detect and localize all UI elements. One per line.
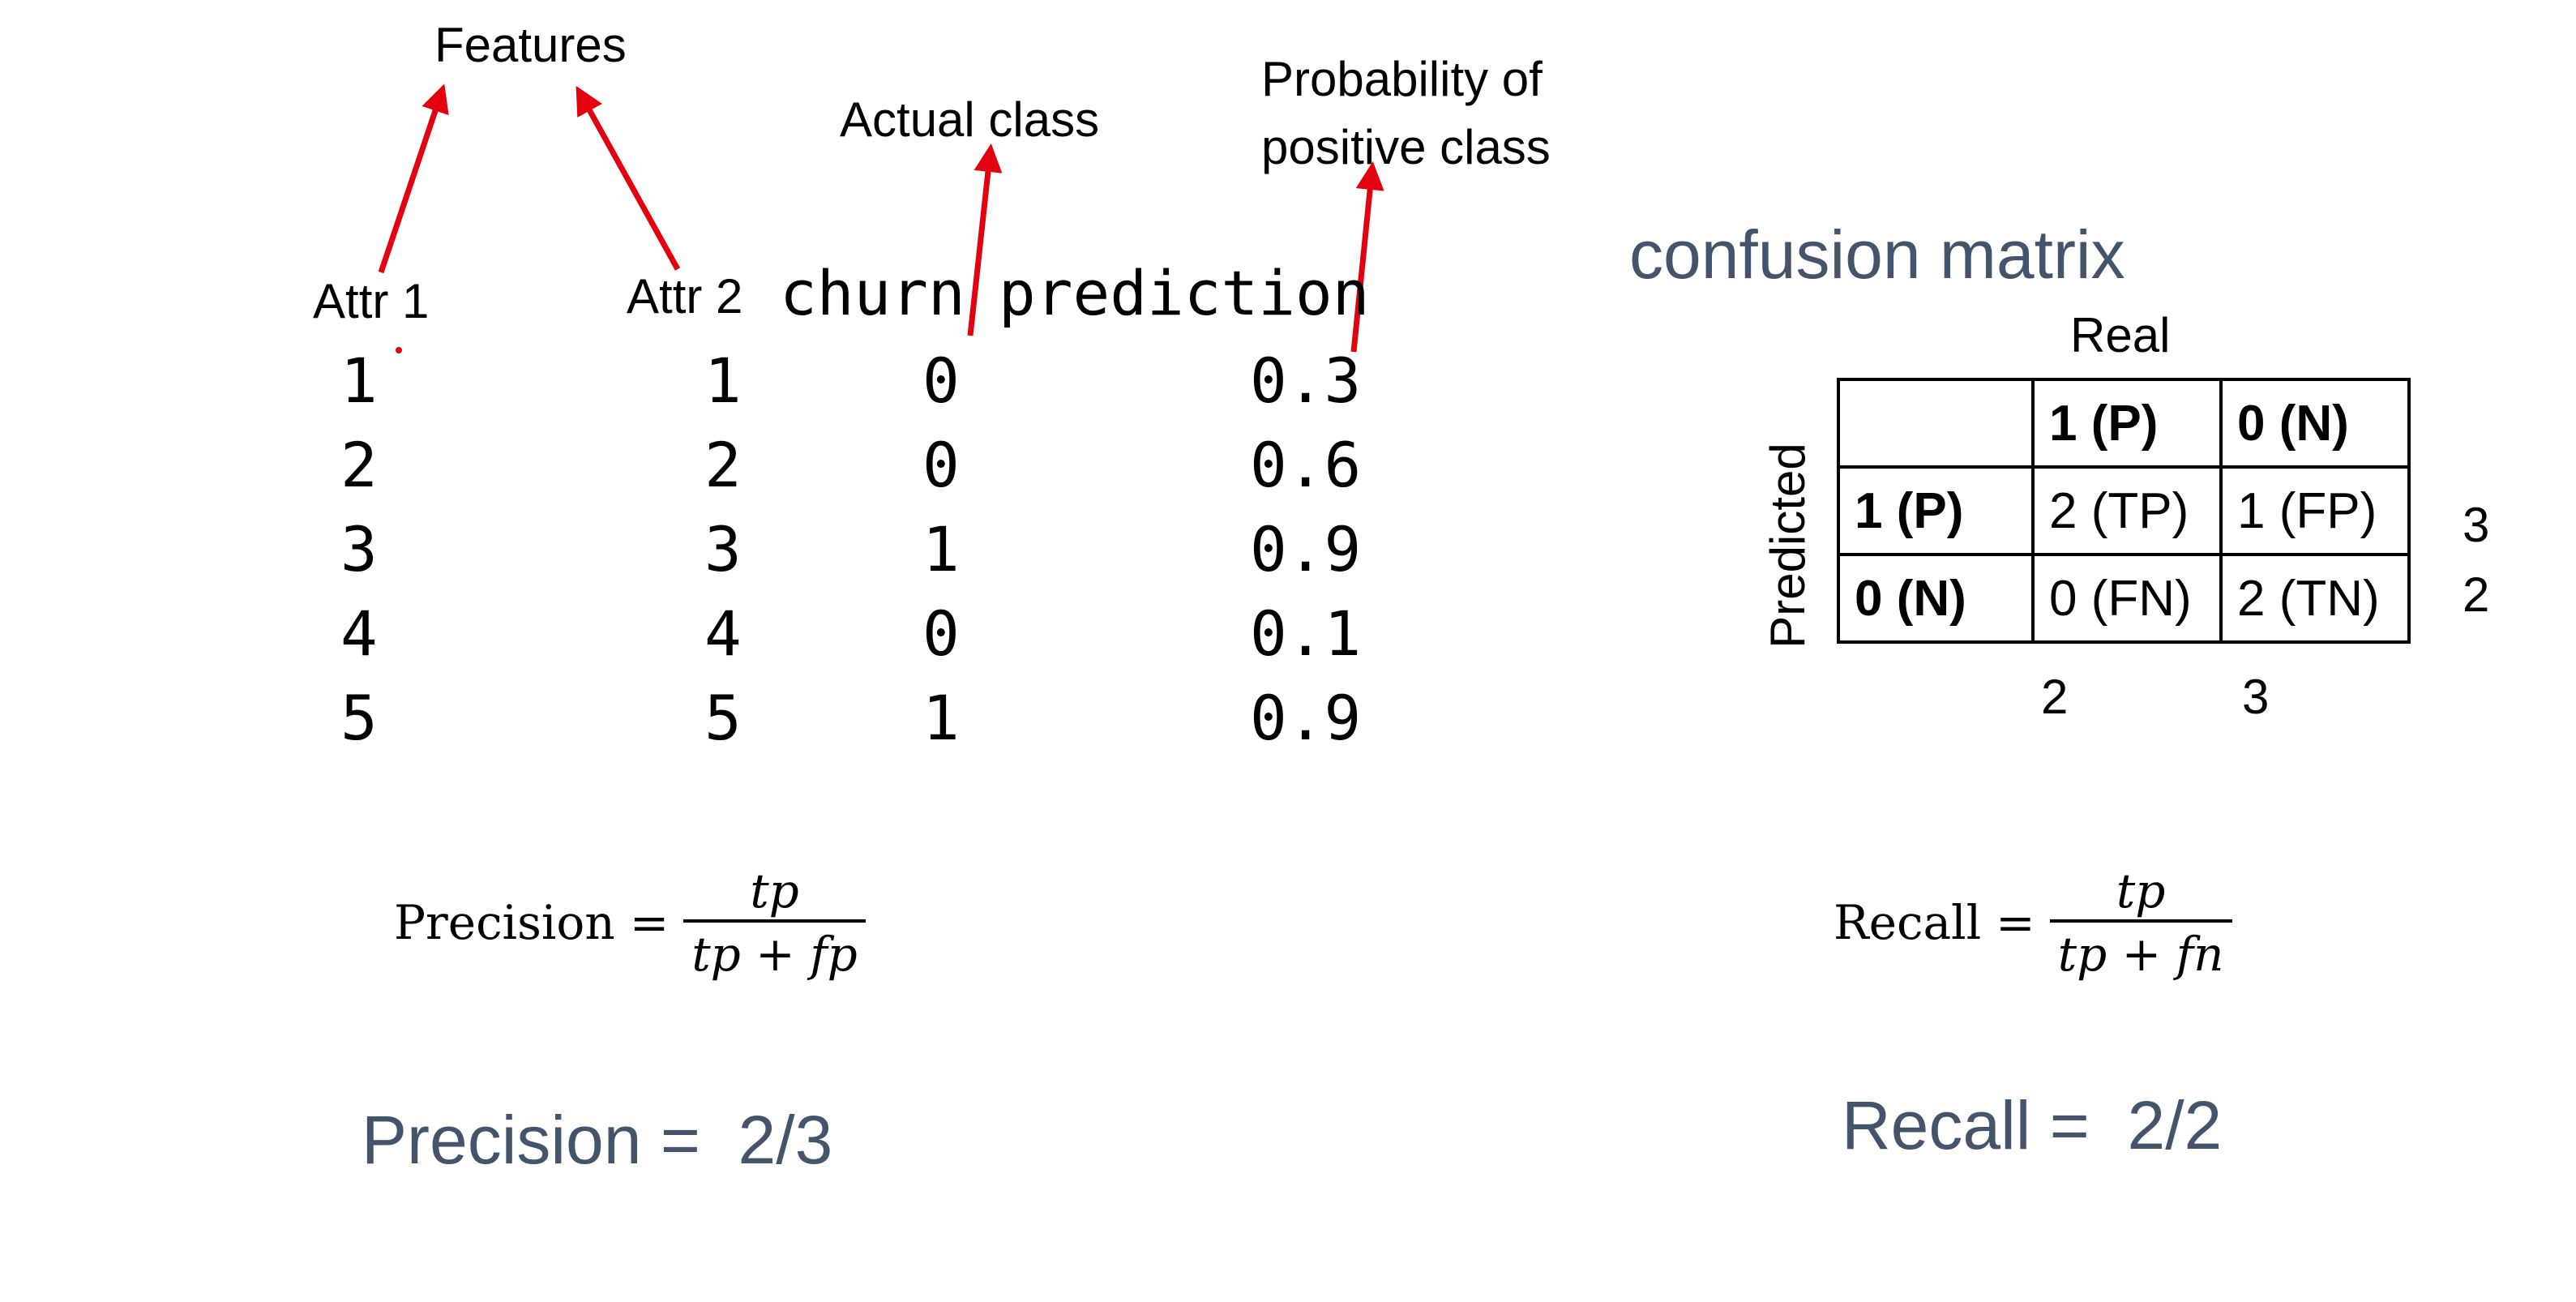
- cell-churn: 0: [922, 429, 960, 501]
- cell-attr1: 2: [340, 429, 378, 501]
- cell-churn: 1: [922, 513, 960, 585]
- stray-mark: [396, 347, 402, 353]
- recall-numerator: tp: [2049, 867, 2232, 923]
- cell-attr2: 3: [704, 513, 742, 585]
- recall-fraction: tp tp + fn: [2049, 867, 2232, 982]
- matrix-corner-cell: [1837, 378, 2035, 469]
- row-total-predicted-negative: 2: [2463, 567, 2490, 622]
- cell-true-positive: 2 (TP): [2031, 465, 2223, 556]
- table-row: 1 (P) 0 (N): [1837, 378, 2411, 469]
- predicted-axis-label: Predicted: [1761, 443, 1815, 649]
- cell-attr2: 1: [704, 345, 742, 417]
- arrow-prediction-to-probability: [1350, 161, 1384, 353]
- confusion-matrix-title: confusion matrix: [1629, 216, 2125, 293]
- arrow-churn-to-actual-class: [967, 143, 1003, 336]
- row-header-negative: 0 (N): [1837, 553, 2035, 644]
- probability-label-line2: positive class: [1261, 120, 1551, 174]
- cell-prediction: 0.1: [1250, 597, 1362, 670]
- recall-denominator: tp + fn: [2057, 927, 2224, 982]
- column-total-real-positive: 2: [2041, 670, 2069, 724]
- cell-attr2: 5: [704, 682, 742, 754]
- recall-formula-lhs: Recall: [1834, 895, 1982, 950]
- cell-churn: 0: [922, 345, 960, 417]
- cell-attr1: 3: [340, 513, 378, 585]
- column-header-positive: 1 (P): [2031, 378, 2223, 469]
- precision-formula-equals: =: [629, 895, 670, 950]
- arrow-attr1-to-features: [378, 84, 449, 274]
- cell-attr1: 4: [340, 597, 378, 670]
- column-total-real-negative: 3: [2242, 670, 2270, 724]
- cell-prediction: 0.6: [1250, 429, 1362, 501]
- cell-false-negative: 0 (FN): [2031, 553, 2223, 644]
- precision-fraction: tp tp + fp: [683, 867, 866, 978]
- recall-result: Recall = 2/2: [1842, 1087, 2223, 1163]
- cell-attr2: 2: [704, 429, 742, 501]
- recall-formula: Recall = tp tp + fn: [1834, 867, 2232, 978]
- cell-attr1: 1: [340, 345, 378, 417]
- column-header-negative: 0 (N): [2219, 378, 2411, 469]
- row-total-predicted-positive: 3: [2463, 498, 2490, 552]
- precision-denominator: tp + fp: [691, 927, 858, 982]
- recall-formula-equals: =: [1996, 895, 2035, 950]
- confusion-matrix-table: 1 (P) 0 (N) 1 (P) 2 (TP) 1 (FP) 0 (N) 0 …: [1837, 378, 2411, 644]
- precision-result: Precision = 2/3: [362, 1102, 833, 1178]
- arrow-attr2-to-features: [576, 85, 681, 271]
- cell-attr2: 4: [704, 597, 742, 670]
- cell-true-negative: 2 (TN): [2219, 553, 2411, 644]
- precision-formula: Precision = tp tp + fp: [394, 867, 866, 978]
- cell-churn: 0: [922, 597, 960, 670]
- probability-label-line1: Probability of: [1261, 52, 1543, 106]
- header-prediction: prediction: [999, 257, 1370, 329]
- cell-churn: 1: [922, 682, 960, 754]
- features-label: Features: [434, 18, 627, 72]
- cell-false-positive: 1 (FP): [2219, 465, 2411, 556]
- header-attr2: Attr 2: [627, 269, 743, 323]
- real-axis-label: Real: [2070, 308, 2171, 362]
- cell-prediction: 0.3: [1250, 345, 1362, 417]
- table-row: 1 (P) 2 (TP) 1 (FP): [1837, 465, 2411, 556]
- cell-attr1: 5: [340, 682, 378, 754]
- precision-formula-lhs: Precision: [394, 895, 615, 950]
- header-churn: churn: [780, 257, 965, 329]
- cell-prediction: 0.9: [1250, 513, 1362, 585]
- actual-class-label: Actual class: [840, 92, 1100, 147]
- row-header-positive: 1 (P): [1837, 465, 2035, 556]
- precision-numerator: tp: [683, 867, 866, 923]
- header-attr1: Attr 1: [313, 274, 430, 328]
- table-row: 0 (N) 0 (FN) 2 (TN): [1837, 553, 2411, 644]
- cell-prediction: 0.9: [1250, 682, 1362, 754]
